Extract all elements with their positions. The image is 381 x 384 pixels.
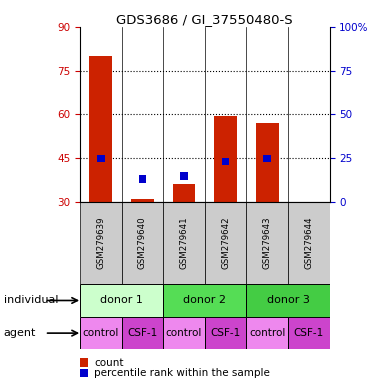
Text: GSM279639: GSM279639 — [96, 217, 105, 269]
Bar — [205, 317, 247, 349]
Bar — [80, 284, 163, 317]
Bar — [288, 202, 330, 284]
Text: GSM279640: GSM279640 — [138, 217, 147, 269]
Bar — [288, 317, 330, 349]
Bar — [90, 56, 112, 202]
Bar — [139, 175, 146, 183]
Bar — [163, 202, 205, 284]
Bar — [222, 158, 229, 165]
Text: control: control — [166, 328, 202, 338]
Bar — [205, 202, 247, 284]
Bar — [163, 284, 247, 317]
Bar — [247, 284, 330, 317]
Text: percentile rank within the sample: percentile rank within the sample — [94, 368, 270, 378]
Bar — [247, 317, 288, 349]
Text: donor 1: donor 1 — [100, 295, 143, 306]
Text: count: count — [94, 358, 123, 367]
Bar — [256, 123, 279, 202]
Bar — [214, 116, 237, 202]
Bar — [180, 172, 188, 180]
Bar — [97, 155, 104, 162]
Bar — [122, 202, 163, 284]
Text: CSF-1: CSF-1 — [210, 328, 241, 338]
Title: GDS3686 / GI_37550480-S: GDS3686 / GI_37550480-S — [117, 13, 293, 26]
Bar — [122, 317, 163, 349]
Text: donor 2: donor 2 — [183, 295, 226, 306]
Text: individual: individual — [4, 295, 58, 306]
Text: GSM279644: GSM279644 — [304, 217, 313, 269]
Bar — [80, 202, 122, 284]
Text: donor 3: donor 3 — [267, 295, 309, 306]
Bar — [247, 202, 288, 284]
Text: CSF-1: CSF-1 — [294, 328, 324, 338]
Bar — [173, 184, 195, 202]
Text: control: control — [83, 328, 119, 338]
Bar — [131, 199, 154, 202]
Bar — [80, 317, 122, 349]
Text: agent: agent — [4, 328, 36, 338]
Text: GSM279643: GSM279643 — [263, 217, 272, 269]
Bar — [263, 155, 271, 162]
Text: CSF-1: CSF-1 — [127, 328, 157, 338]
Text: GSM279642: GSM279642 — [221, 217, 230, 269]
Text: GSM279641: GSM279641 — [179, 217, 189, 269]
Text: control: control — [249, 328, 285, 338]
Bar — [163, 317, 205, 349]
